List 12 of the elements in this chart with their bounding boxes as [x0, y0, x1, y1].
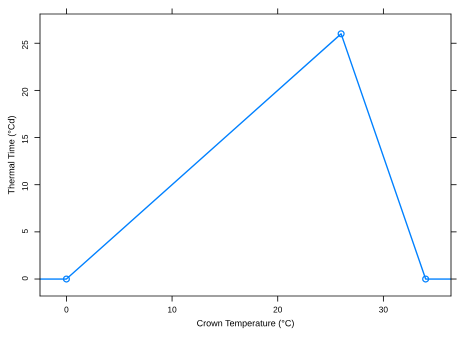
y-tick-label: 0 — [22, 276, 28, 280]
x-tick-label: 0 — [64, 306, 68, 313]
x-tick-label: 10 — [168, 306, 176, 313]
x-tick-label: 20 — [274, 306, 282, 313]
y-axis-title: Thermal Time (°Cd) — [8, 116, 16, 194]
y-tick-label: 15 — [22, 134, 28, 144]
y-tick-label: 10 — [22, 182, 28, 190]
y-tick-label: 20 — [22, 88, 28, 96]
y-tick-label: 25 — [22, 40, 28, 50]
x-axis-title: Crown Temperature (°C) — [197, 320, 294, 328]
x-tick-label: 30 — [379, 306, 388, 313]
y-tick-label: 5 — [22, 229, 28, 234]
